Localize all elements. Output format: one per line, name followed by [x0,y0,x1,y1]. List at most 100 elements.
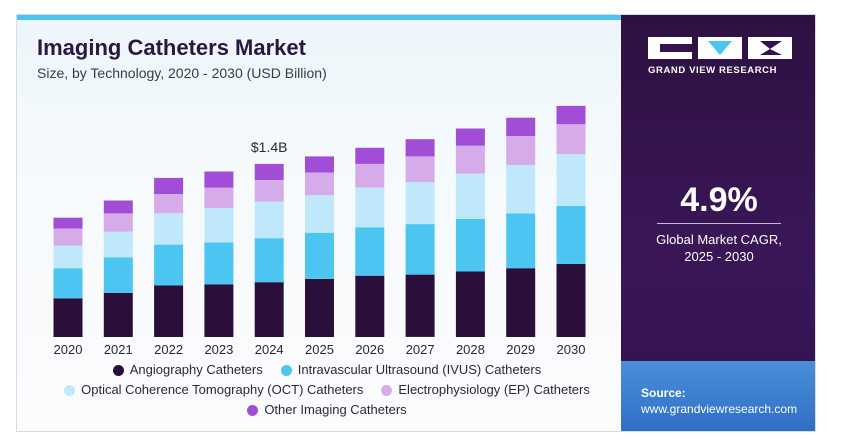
logo-mark-g [648,37,692,59]
bar-segment-2030-s4 [556,105,586,125]
bar-segment-2022-s4 [154,177,184,194]
bar-segment-2024-s2 [254,201,284,239]
stacked-bar-chart: 2020 2021 2022 2023 2024 $1.4B 2025 2026 2027 202… [53,105,586,357]
x-tick-label: 2030 [557,342,586,357]
source-block: Source: www.grandviewresearch.com [641,385,797,417]
x-tick-label: 2021 [104,342,133,357]
legend-row-1: Angiography Catheters Intravascular Ultr… [37,360,617,380]
cagr-label-line1: Global Market CAGR, [656,232,782,247]
bar-segment-2028-s4 [455,128,485,146]
bar-segment-2022-s3 [154,194,184,214]
legend-item-ivus: Intravascular Ultrasound (IVUS) Catheter… [280,360,542,380]
x-tick-label: 2020 [54,342,83,357]
bar-segment-2028-s2 [455,173,485,219]
summary-panel: GRAND VIEW RESEARCH 4.9% Global Market C… [621,15,815,431]
bar-segment-2021-s2 [103,231,133,258]
bar-total-annotation: $1.4B [251,139,288,155]
source-label: Source: [641,386,686,400]
bar-segment-2020-s0 [53,298,83,337]
bar-segment-2028-s1 [455,218,485,272]
bar-segment-2020-s3 [53,228,83,246]
bar-segment-2029-s4 [506,117,536,136]
legend-item-ep: Electrophysiology (EP) Catheters [381,380,590,400]
legend-row-2: Optical Coherence Tomography (OCT) Cathe… [37,380,617,400]
chart-legend: Angiography Catheters Intravascular Ultr… [37,360,617,420]
x-tick-label: 2026 [355,342,384,357]
infographic-card: Imaging Catheters Market Size, by Techno… [16,14,816,432]
legend-label: Intravascular Ultrasound (IVUS) Catheter… [297,362,542,377]
x-tick-label: 2023 [204,342,233,357]
bar-segment-2023-s4 [204,171,234,188]
logo-mark-v [698,37,742,59]
legend-swatch [280,364,292,376]
bar-segment-2026-s0 [355,275,385,337]
bar-segment-2024-s0 [254,282,284,337]
bar-segment-2027-s2 [405,182,435,225]
legend-swatch [112,364,124,376]
bar-segment-2029-s2 [506,165,536,214]
source-panel [621,361,815,431]
accent-stripe [17,15,621,20]
cagr-value: 4.9% [680,181,758,219]
bar-segment-2024-s1 [254,238,284,283]
bar-segment-2029-s3 [506,136,536,165]
x-tick-label: 2024 [255,342,284,357]
bar-segment-2020-s2 [53,245,83,269]
bar-segment-2021-s3 [103,213,133,232]
legend-label: Electrophysiology (EP) Catheters [398,382,590,397]
brand-logo: GRAND VIEW RESEARCH [648,37,794,76]
legend-item-angiography: Angiography Catheters [112,360,263,380]
bar-segment-2021-s4 [103,200,133,214]
source-url[interactable]: www.grandviewresearch.com [641,402,798,416]
bar-segment-2024-s3 [254,180,284,202]
bar-segment-2024-s4 [254,163,284,180]
bar-segment-2023-s0 [204,284,234,337]
bar-segment-2022-s2 [154,213,184,245]
bar-segment-2026-s4 [355,147,385,164]
brand-name: GRAND VIEW RESEARCH [648,65,778,76]
bar-segment-2028-s0 [455,271,485,337]
bar-segment-2025-s3 [305,172,334,196]
bar-segment-2029-s0 [506,268,536,337]
bar-segment-2027-s1 [405,224,435,275]
bar-segment-2030-s3 [556,124,586,155]
legend-swatch [64,384,76,396]
bar-segment-2029-s1 [506,213,536,269]
chart-title: Imaging Catheters Market [37,35,306,60]
bar-segment-2027-s4 [405,139,435,157]
bar-segment-2025-s4 [305,156,334,173]
legend-item-oct: Optical Coherence Tomography (OCT) Cathe… [64,380,363,400]
bar-segment-2027-s3 [405,156,435,183]
x-tick-label: 2029 [506,342,535,357]
bar-segment-2026-s3 [355,163,385,188]
bar-segment-2026-s2 [355,187,385,228]
legend-label: Angiography Catheters [129,362,263,377]
legend-label: Other Imaging Catheters [264,402,407,417]
bar-segment-2021-s1 [103,257,133,293]
x-tick-label: 2022 [154,342,183,357]
bar-segment-2025-s0 [305,278,334,337]
bar-segment-2022-s0 [154,285,184,337]
bar-segment-2026-s1 [355,227,385,276]
bar-segment-2027-s0 [405,274,435,337]
x-tick-label: 2027 [406,342,435,357]
chart-subtitle: Size, by Technology, 2020 - 2030 (USD Bi… [37,65,327,81]
x-tick-label: 2025 [305,342,334,357]
bar-segment-2020-s1 [53,268,83,299]
bar-segment-2025-s2 [305,195,334,233]
legend-label: Optical Coherence Tomography (OCT) Cathe… [81,382,364,397]
bar-segment-2030-s0 [556,263,586,337]
cagr-label-line2: 2025 - 2030 [684,249,754,264]
bar-segment-2030-s1 [556,205,586,264]
bar-segment-2021-s0 [103,292,133,337]
legend-row-3: Other Imaging Catheters [37,400,617,420]
bar-segment-2022-s1 [154,244,184,286]
legend-swatch [247,404,259,416]
legend-item-other: Other Imaging Catheters [247,400,407,420]
cagr-divider [657,223,781,224]
bar-segment-2023-s3 [204,187,234,208]
bar-segment-2023-s1 [204,242,234,285]
cagr-label: Global Market CAGR, 2025 - 2030 [621,231,815,265]
bar-segment-2030-s2 [556,154,586,206]
logo-mark-r [748,37,792,59]
